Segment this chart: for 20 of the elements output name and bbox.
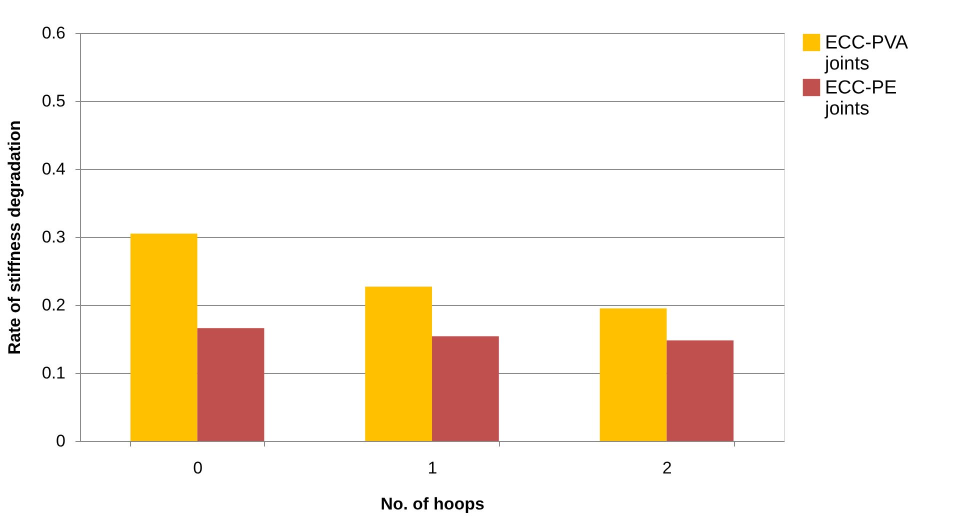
y-tick-label: 0.4 xyxy=(42,160,66,178)
y-tick-label: 0.6 xyxy=(42,24,66,42)
x-tick-label: 1 xyxy=(428,458,438,478)
y-tick-label: 0.5 xyxy=(42,92,66,110)
bar xyxy=(197,328,264,441)
y-tick-label: 0.3 xyxy=(42,228,66,246)
bar xyxy=(666,340,734,441)
y-tick-label: 0 xyxy=(56,432,66,450)
y-tick-label: 0.2 xyxy=(42,296,66,314)
bar xyxy=(365,286,432,441)
y-axis-title: Rate of stiffness degradation xyxy=(4,120,24,355)
x-tick-label: 2 xyxy=(662,458,672,478)
x-tick-label: 0 xyxy=(193,458,203,478)
bar xyxy=(432,336,499,441)
bar xyxy=(130,234,198,441)
legend-label: ECC-PVA joints xyxy=(824,32,908,74)
bar xyxy=(600,308,667,441)
legend-label: ECC-PE joints xyxy=(824,78,897,120)
y-tick-label: 0.1 xyxy=(42,364,66,382)
x-axis-title: No. of hoops xyxy=(380,494,484,514)
